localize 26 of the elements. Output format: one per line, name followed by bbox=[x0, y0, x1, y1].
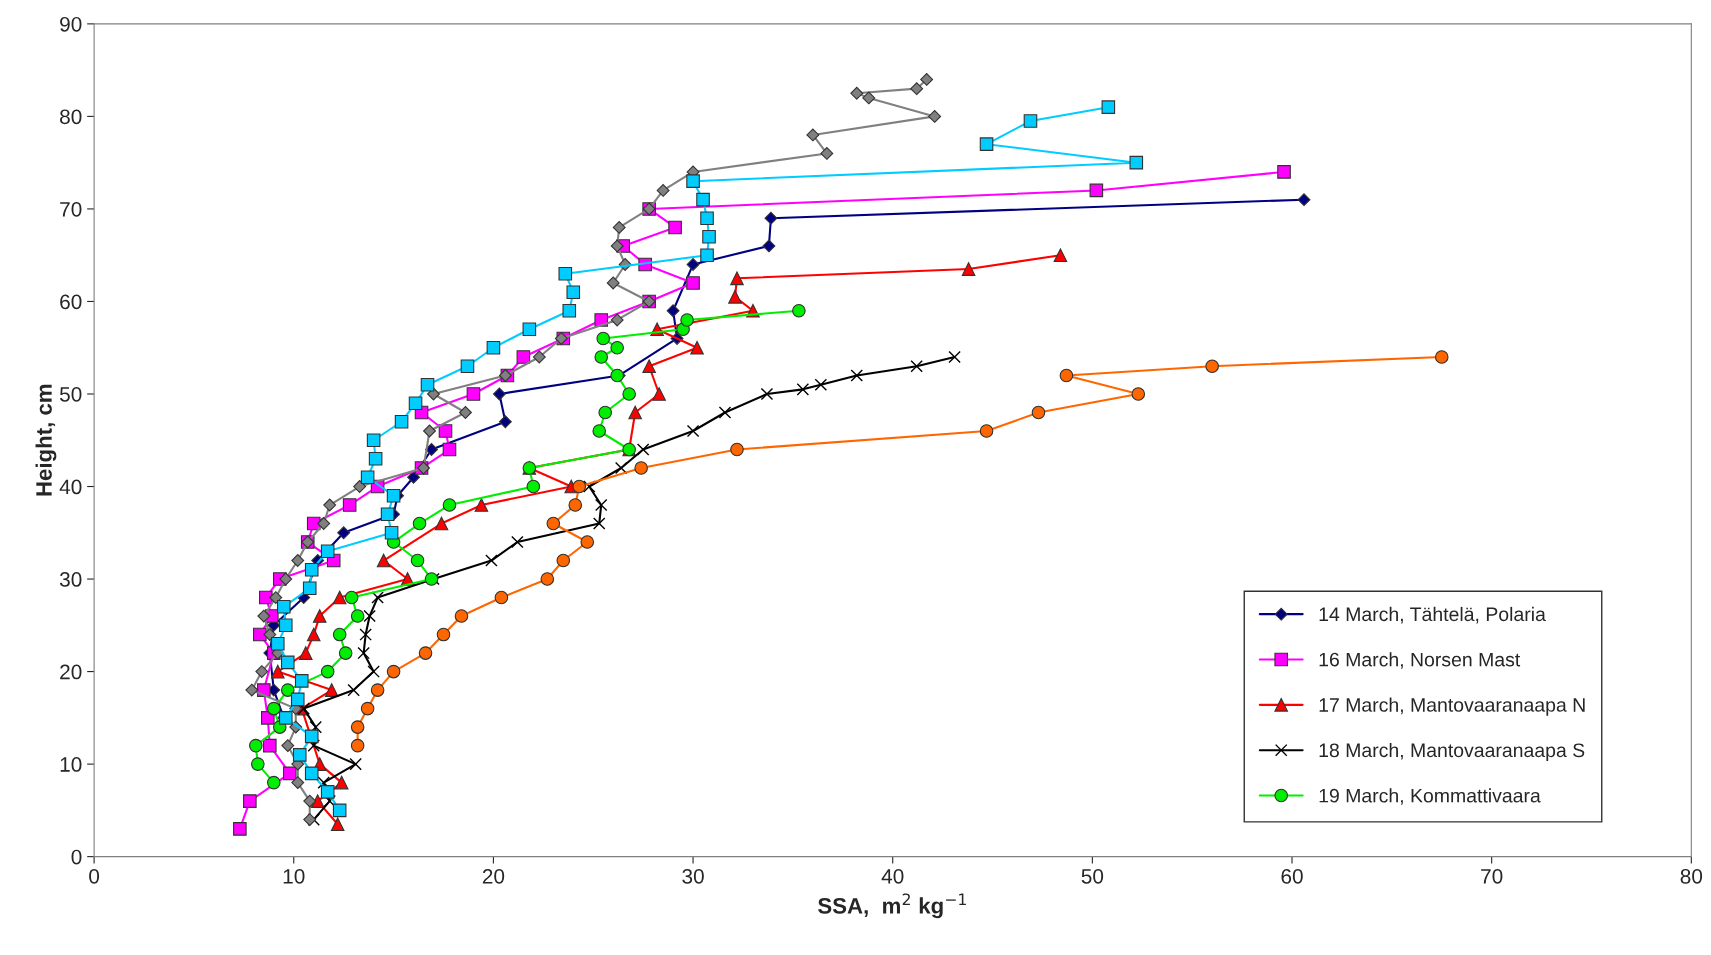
x-tick-label: 50 bbox=[1081, 868, 1104, 884]
y-tick-label: 50 bbox=[59, 386, 82, 402]
legend-label: 19 March, Kommattivaara bbox=[1319, 788, 1541, 805]
x-tick-label: 20 bbox=[482, 868, 505, 884]
x-tick-label: 70 bbox=[1481, 868, 1503, 884]
x-tick-label: 60 bbox=[1281, 868, 1303, 884]
legend-label: 14 March, Tähtelä, Polaria bbox=[1319, 606, 1546, 624]
legend-label: 16 March, Norsen Mast bbox=[1319, 652, 1521, 669]
y-tick-label: 60 bbox=[60, 294, 82, 310]
y-tick-label: 70 bbox=[60, 201, 82, 217]
x-tick-label: 40 bbox=[881, 868, 904, 884]
y-tick-label: 0 bbox=[71, 849, 82, 865]
x-tick-label: 80 bbox=[1680, 868, 1703, 884]
legend-label: 18 March, Mantovaaranaapa S bbox=[1319, 742, 1585, 762]
x-tick-label: 30 bbox=[682, 868, 704, 884]
y-axis-title: Height, cm bbox=[35, 384, 57, 496]
x-tick-label: 0 bbox=[89, 868, 100, 884]
legend-label: 17 March, Mantovaaranaapa N bbox=[1319, 697, 1585, 716]
y-tick-label: 20 bbox=[60, 664, 82, 680]
x-axis-title: SSA, m$^{2}$ kg$^{−1}$ bbox=[818, 893, 966, 919]
y-tick-label: 30 bbox=[59, 572, 82, 587]
y-tick-label: 40 bbox=[59, 479, 82, 495]
y-tick-label: 80 bbox=[60, 109, 82, 125]
y-tick-label: 90 bbox=[60, 16, 82, 32]
x-tick-label: 10 bbox=[283, 868, 305, 884]
y-tick-label: 10 bbox=[60, 757, 82, 772]
